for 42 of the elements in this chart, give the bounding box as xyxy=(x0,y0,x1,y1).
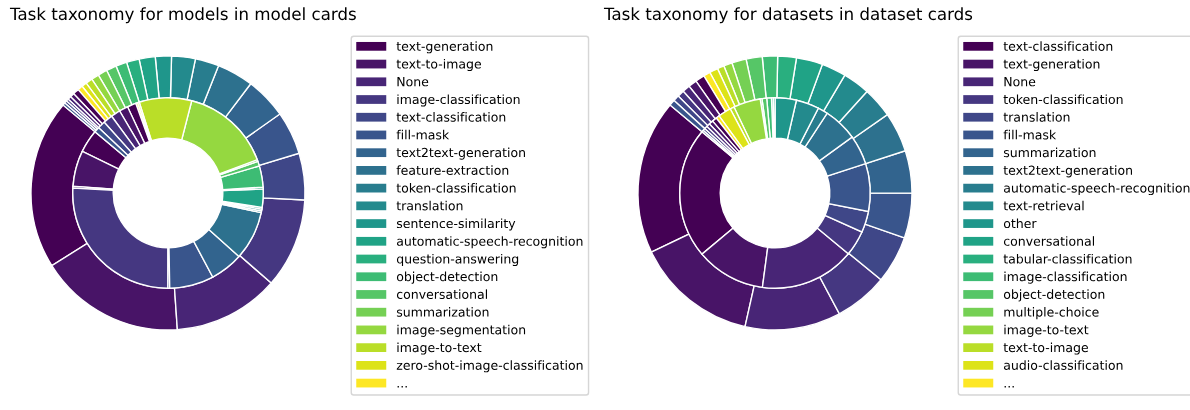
legend-label: other xyxy=(1003,218,1037,229)
legend-label: image-classification xyxy=(397,94,520,107)
chart-title: Task taxonomy for datasets in dataset cards xyxy=(603,7,973,24)
legend-label: translation xyxy=(396,200,463,211)
legend-label: token-classification xyxy=(1003,94,1123,105)
legend-label: object-detection xyxy=(1003,289,1105,302)
legend-label: tabular-classification xyxy=(1003,253,1132,264)
legend-label: text-classification xyxy=(1003,41,1113,51)
legend-label: ... xyxy=(1004,385,1014,388)
legend-label: text-retrieval xyxy=(1003,200,1084,211)
legend-label: image-to-text xyxy=(1004,324,1089,337)
legend-label: automatic-speech-recognition xyxy=(1004,183,1190,196)
legend-label: object-detection xyxy=(396,271,498,284)
legend-label: fill-mask xyxy=(396,129,450,140)
legend-label: None xyxy=(397,77,429,87)
legend-label: feature-extraction xyxy=(396,165,509,175)
legend-label: text-generation xyxy=(1003,58,1100,72)
legend-label: translation xyxy=(1003,112,1070,122)
legend-label: image-to-text xyxy=(397,342,482,355)
legend-label: image-segmentation xyxy=(397,324,526,337)
legend-label: text-to-image xyxy=(396,58,481,72)
legend-label: text-classification xyxy=(396,112,506,122)
legend-label: summarization xyxy=(1003,147,1096,158)
legend-label: token-classification xyxy=(396,183,516,193)
legend-label: text2text-generation xyxy=(396,147,525,160)
legend-label: image-classification xyxy=(1004,271,1127,284)
legend-label: automatic-speech-recognition xyxy=(397,236,583,249)
legend-label: conversational xyxy=(396,289,487,300)
legend-label: zero-shot-image-classification xyxy=(396,360,583,373)
legend-label: ... xyxy=(397,385,407,388)
legend-label: multiple-choice xyxy=(1004,307,1099,320)
legend-label: fill-mask xyxy=(1003,129,1057,140)
legend-label: audio-classification xyxy=(1004,360,1123,370)
legend-label: text2text-generation xyxy=(1003,165,1132,178)
legend-label: question-answering xyxy=(396,253,519,266)
legend-label: sentence-similarity xyxy=(396,218,516,231)
legend-label: conversational xyxy=(1003,236,1094,246)
legend-label: None xyxy=(1004,77,1036,87)
legend-label: text-to-image xyxy=(1003,342,1088,355)
chart-title: Task taxonomy for models in model cards xyxy=(9,7,356,24)
legend-label: text-generation xyxy=(396,41,493,54)
legend-label: summarization xyxy=(396,307,489,317)
